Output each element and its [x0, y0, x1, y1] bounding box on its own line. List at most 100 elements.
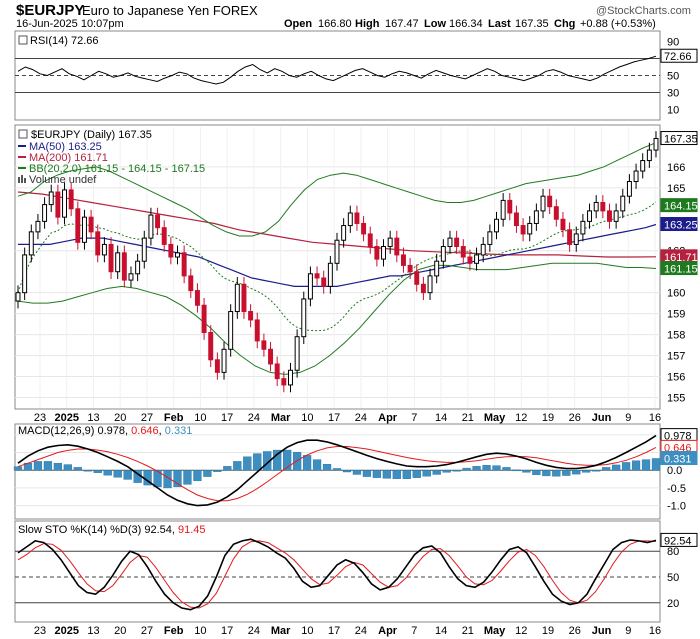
candle-body [633, 170, 639, 183]
macd-hist-bar [502, 467, 511, 471]
candle-body [81, 216, 87, 243]
macd-title: MACD(12,26,9) 0.978, 0.646, 0.331 [18, 425, 192, 437]
x-tick-label: Jun [592, 412, 612, 424]
candle-body [587, 210, 593, 222]
x-tick-label: 27 [141, 625, 153, 637]
sto-chart [15, 538, 660, 611]
macd-hist-bar [542, 470, 551, 477]
rsi-tick-label: 50 [667, 71, 679, 83]
price-last-flag: 167.35 [660, 131, 698, 146]
bb-upper-flag-text: 164.15 [664, 201, 698, 213]
ma50-flag-box [660, 217, 698, 232]
macd-hist-bar [482, 465, 491, 471]
price-collapse-icon[interactable] [18, 129, 28, 139]
macd-value: 0.978 [97, 425, 125, 437]
sto-tick-label: 50 [667, 572, 679, 584]
candle-body [274, 363, 280, 380]
candle-body [447, 237, 453, 248]
candle-body [487, 231, 493, 245]
candle-body [567, 229, 573, 245]
price-tick-label: 157 [667, 351, 685, 363]
x-tick-label: 9 [625, 412, 631, 424]
candle-body [520, 225, 526, 235]
candle-body [241, 283, 247, 313]
macd-hist-bar [562, 470, 571, 476]
candle-body [161, 227, 167, 245]
macd-hist-bar [422, 470, 431, 477]
macd-hist-bar [342, 470, 352, 473]
candle-body [500, 199, 506, 220]
x-tick-label: 20 [114, 625, 126, 637]
ma50-flag: 163.25 [660, 217, 698, 232]
rsi-line [17, 55, 657, 85]
macd-hist-bar [43, 461, 53, 471]
candle-body [214, 359, 220, 373]
macd-hist-bar [442, 470, 451, 473]
macd-hist-bar [263, 451, 272, 471]
candle-body [42, 204, 48, 222]
macd-hist-bar [592, 470, 601, 472]
macd-hist-bar [283, 449, 292, 471]
macd-panel [14, 423, 661, 520]
macd-hist-bar [183, 470, 192, 485]
macd-last-flag-text: 0.978 [664, 431, 692, 443]
candle-body [626, 181, 632, 197]
symbol: $EURJPY [16, 2, 84, 19]
candle-body [460, 246, 466, 258]
macd-hist-bar [223, 466, 232, 471]
macd-hist-bar [621, 462, 631, 471]
candle-body [194, 290, 200, 306]
macd-hist-bar [402, 470, 411, 479]
macd-hist-bar [153, 470, 162, 488]
bb-upper-flag: 164.15 [660, 198, 698, 213]
macd-hist-bar [253, 453, 262, 471]
candle-body [374, 246, 380, 260]
x-tick-label: 23 [34, 625, 46, 637]
candle-body [75, 208, 81, 243]
candle-body [653, 138, 659, 151]
candle-body [188, 275, 194, 292]
candle-body [454, 237, 460, 248]
candle-body [28, 231, 34, 256]
price-tick-label: 166 [667, 162, 685, 174]
x-tick-label: 24 [248, 412, 260, 424]
candle-body [88, 216, 94, 233]
instrument-name: Euro to Japanese Yen FOREX [82, 3, 258, 18]
rsi-tick-label: 30 [667, 88, 679, 100]
x-tick-label: 17 [221, 412, 233, 424]
macd-hist-bar [611, 464, 621, 471]
macd-hist-bar [302, 455, 312, 471]
candle-body [281, 378, 287, 386]
candle-body [175, 252, 180, 258]
price-title: $EURJPY (Daily) 167.35 [31, 129, 152, 141]
ma50-legend: MA(50) 163.25 [29, 141, 102, 153]
macd-hist-bar [392, 470, 401, 479]
sto-name: Slow STO %K(14) %D(3) [18, 524, 141, 536]
candle-body [513, 212, 519, 227]
candle-body [540, 195, 546, 212]
macd-hist-bar [63, 464, 72, 471]
sto-last-flag-box [660, 532, 698, 547]
x-tick-label: 24 [355, 625, 367, 637]
bb-lower-line [17, 262, 657, 375]
candle-body [55, 191, 61, 218]
macd-hist-bar [53, 462, 63, 471]
last-value: 167.35 [515, 18, 549, 30]
macd-hist-bar [362, 470, 372, 477]
candle-body [168, 243, 174, 258]
volume-legend: Volume undef [29, 174, 97, 186]
rsi-last-flag-text: 72.66 [664, 51, 692, 63]
macd-hist-bar [462, 467, 471, 471]
rsi-collapse-icon[interactable] [18, 35, 28, 45]
candle-body [640, 160, 646, 172]
ma200-legend: MA(200) 161.71 [29, 152, 108, 164]
candle-body [155, 214, 161, 229]
x-tick-label: 10 [301, 625, 313, 637]
sto-d-value: 91.45 [178, 524, 206, 536]
x-tick-label: 2025 [54, 412, 78, 424]
candle-body [95, 231, 101, 256]
candle-body [35, 220, 41, 233]
candle-body [208, 332, 214, 361]
candle-body [314, 273, 320, 279]
x-tick-label: 10 [301, 412, 313, 424]
